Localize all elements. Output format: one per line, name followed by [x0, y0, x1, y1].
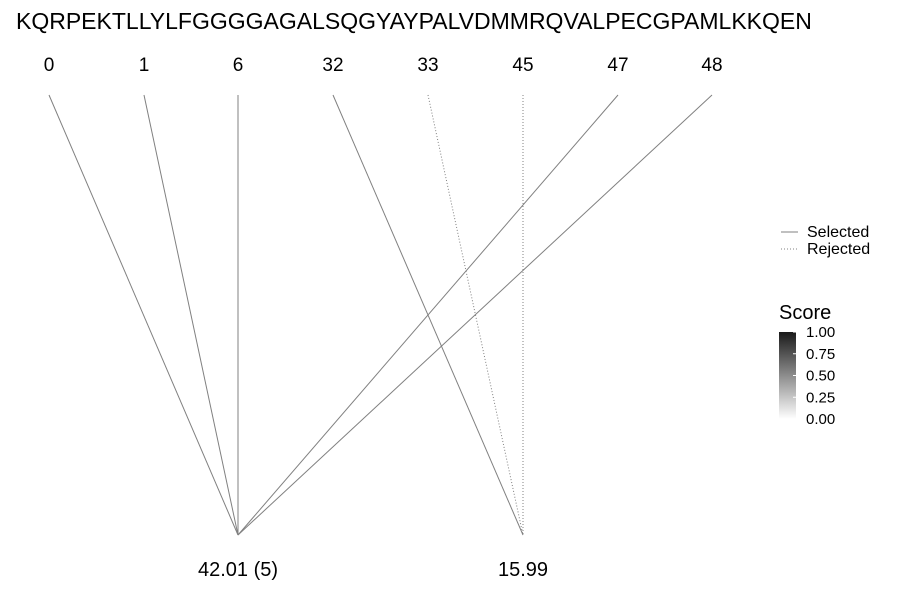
line-type-legend: Selected Rejected — [781, 224, 870, 258]
position-label-47: 47 — [607, 55, 628, 76]
position-label-6: 6 — [233, 55, 244, 76]
legend-selected-label: Selected — [807, 224, 869, 241]
score-tick-label: 0.25 — [806, 389, 835, 406]
position-label-48: 48 — [701, 55, 722, 76]
score-tick-label: 0.75 — [806, 346, 835, 363]
legend-rejected-label: Rejected — [807, 241, 870, 258]
position-label-45: 45 — [512, 55, 533, 76]
node-label-1: 15.99 — [498, 559, 548, 581]
score-tick-label: 1.00 — [806, 324, 835, 341]
node-label-group: 42.01 (5) 15.99 — [198, 559, 548, 581]
edge-0-to-node-0 — [48, 94, 239, 536]
position-label-33: 33 — [417, 55, 438, 76]
score-tick-label: 0.00 — [806, 411, 835, 428]
position-label-group: 0 1 6 32 33 45 47 48 — [44, 55, 723, 76]
edge-33-to-node-1 — [427, 94, 524, 536]
position-label-0: 0 — [44, 55, 55, 76]
score-colorbar — [779, 332, 796, 419]
position-label-1: 1 — [139, 55, 150, 76]
edge-32-to-node-1 — [332, 94, 524, 536]
peptide-sequence: KQRPEKTLLYLFGGGGAGALSQGYAYPALVDMMRQVALPE… — [16, 8, 812, 34]
score-legend: Score 1.00 0.75 0.50 0.25 0.00 — [779, 302, 835, 428]
edge-1-to-node-0 — [143, 94, 239, 536]
position-label-32: 32 — [322, 55, 343, 76]
score-tick-label: 0.50 — [806, 368, 835, 385]
edge-group — [48, 94, 713, 536]
edge-48-to-node-0 — [237, 94, 713, 536]
score-legend-title: Score — [779, 302, 831, 324]
node-label-0: 42.01 (5) — [198, 559, 278, 581]
score-tick-group: 1.00 0.75 0.50 0.25 0.00 — [793, 324, 835, 428]
